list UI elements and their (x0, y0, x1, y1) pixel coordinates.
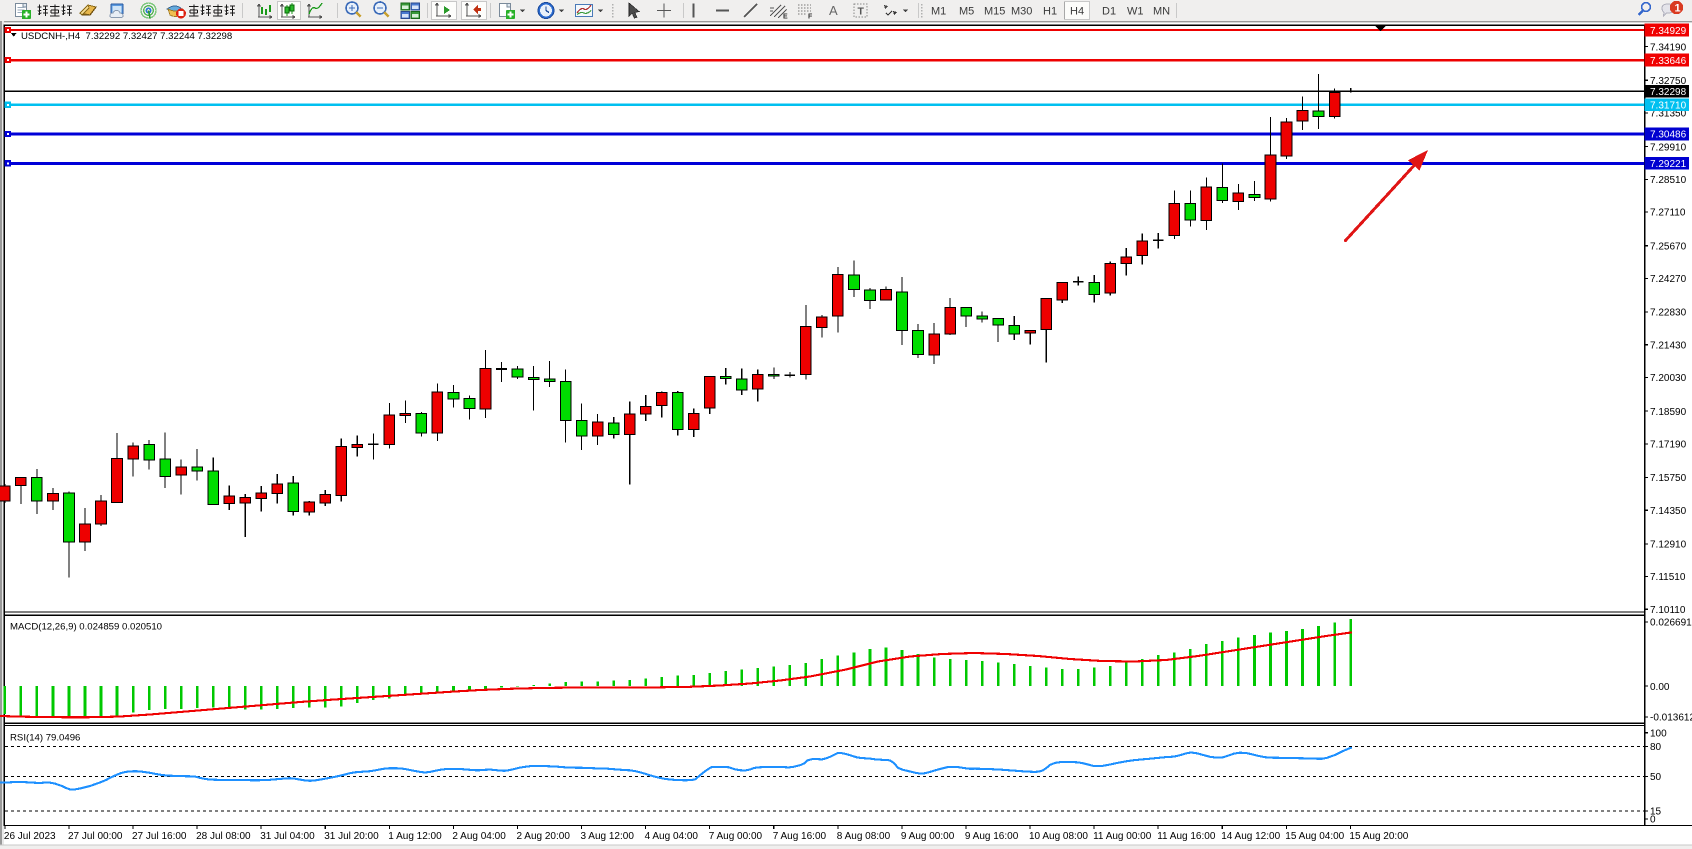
svg-text:10 Aug 08:00: 10 Aug 08:00 (1029, 831, 1088, 842)
svg-text:50: 50 (1650, 772, 1662, 783)
svg-text:7.34190: 7.34190 (1650, 42, 1687, 53)
svg-text:31 Jul 20:00: 31 Jul 20:00 (324, 831, 379, 842)
svg-text:W1: W1 (1127, 6, 1144, 18)
svg-text:7.29221: 7.29221 (1650, 159, 1687, 170)
svg-text:7.28510: 7.28510 (1650, 175, 1687, 186)
svg-text:USDCNH-,H4 7.32292 7.32427 7.: USDCNH-,H4 7.32292 7.32427 7.32244 7.322… (21, 31, 232, 42)
svg-text:9 Aug 16:00: 9 Aug 16:00 (965, 831, 1019, 842)
svg-text:M5: M5 (959, 6, 974, 18)
svg-text:7.20030: 7.20030 (1650, 373, 1687, 384)
svg-text:7.22830: 7.22830 (1650, 308, 1687, 319)
svg-text:14 Aug 12:00: 14 Aug 12:00 (1221, 831, 1280, 842)
svg-text:80: 80 (1650, 742, 1662, 753)
svg-text:3 Aug 12:00: 3 Aug 12:00 (581, 831, 635, 842)
svg-text:7.24270: 7.24270 (1650, 274, 1687, 285)
svg-text:-0.013612: -0.013612 (1650, 713, 1692, 724)
svg-text:7 Aug 16:00: 7 Aug 16:00 (773, 831, 827, 842)
svg-text:8 Aug 08:00: 8 Aug 08:00 (837, 831, 891, 842)
svg-text:1: 1 (1675, 3, 1681, 15)
svg-text:M1: M1 (931, 6, 946, 18)
svg-text:0.00: 0.00 (1650, 682, 1670, 693)
svg-text:2 Aug 20:00: 2 Aug 20:00 (517, 831, 571, 842)
svg-text:0.026691: 0.026691 (1650, 618, 1692, 629)
svg-text:7.30486: 7.30486 (1650, 130, 1687, 141)
svg-text:31 Jul 04:00: 31 Jul 04:00 (260, 831, 315, 842)
svg-text:H4: H4 (1070, 6, 1084, 18)
svg-text:7.12910: 7.12910 (1650, 540, 1687, 551)
svg-text:7.27110: 7.27110 (1650, 208, 1686, 219)
svg-text:D1: D1 (1102, 6, 1116, 18)
svg-text:M30: M30 (1011, 6, 1032, 18)
svg-text:7.34929: 7.34929 (1650, 26, 1687, 37)
svg-text:RSI(14) 79.0496: RSI(14) 79.0496 (10, 732, 80, 743)
svg-text:0: 0 (1650, 815, 1656, 826)
svg-text:7.32298: 7.32298 (1650, 87, 1687, 98)
svg-text:F: F (808, 14, 813, 21)
svg-text:28 Jul 08:00: 28 Jul 08:00 (196, 831, 251, 842)
svg-text:H1: H1 (1043, 6, 1057, 18)
svg-text:9 Aug 00:00: 9 Aug 00:00 (901, 831, 955, 842)
svg-text:7.11510: 7.11510 (1650, 572, 1686, 583)
svg-text:7.33646: 7.33646 (1650, 56, 1687, 67)
svg-text:M15: M15 (984, 6, 1005, 18)
svg-text:100: 100 (1650, 728, 1667, 739)
svg-text:26 Jul 2023: 26 Jul 2023 (4, 831, 56, 842)
svg-text:2 Aug 04:00: 2 Aug 04:00 (452, 831, 506, 842)
svg-text:A: A (829, 3, 838, 18)
svg-text:7.31710: 7.31710 (1650, 101, 1687, 112)
svg-text:7.25670: 7.25670 (1650, 241, 1687, 252)
svg-text:27 Jul 16:00: 27 Jul 16:00 (132, 831, 187, 842)
svg-text:4 Aug 04:00: 4 Aug 04:00 (645, 831, 699, 842)
svg-text:7 Aug 00:00: 7 Aug 00:00 (709, 831, 763, 842)
svg-text:11 Aug 16:00: 11 Aug 16:00 (1157, 831, 1216, 842)
svg-text:15 Aug 04:00: 15 Aug 04:00 (1285, 831, 1344, 842)
svg-text:7.32750: 7.32750 (1650, 76, 1687, 87)
svg-text:7.31350: 7.31350 (1650, 109, 1687, 120)
svg-text:E: E (783, 14, 788, 21)
svg-text:T: T (858, 6, 865, 18)
svg-text:7.21430: 7.21430 (1650, 340, 1687, 351)
svg-text:7.10110: 7.10110 (1650, 605, 1686, 616)
svg-text:7.15750: 7.15750 (1650, 473, 1687, 484)
svg-text:1 Aug 12:00: 1 Aug 12:00 (388, 831, 442, 842)
svg-text:7.18590: 7.18590 (1650, 407, 1687, 418)
svg-text:MACD(12,26,9) 0.024859 0.02051: MACD(12,26,9) 0.024859 0.020510 (10, 621, 162, 632)
svg-text:11 Aug 00:00: 11 Aug 00:00 (1093, 831, 1152, 842)
svg-text:7.14350: 7.14350 (1650, 506, 1687, 517)
svg-text:7.29910: 7.29910 (1650, 142, 1687, 153)
svg-text:15: 15 (1650, 807, 1662, 818)
svg-text:7.17190: 7.17190 (1650, 440, 1687, 451)
svg-text:15 Aug 20:00: 15 Aug 20:00 (1349, 831, 1408, 842)
svg-text:27 Jul 00:00: 27 Jul 00:00 (68, 831, 123, 842)
svg-text:MN: MN (1153, 6, 1170, 18)
